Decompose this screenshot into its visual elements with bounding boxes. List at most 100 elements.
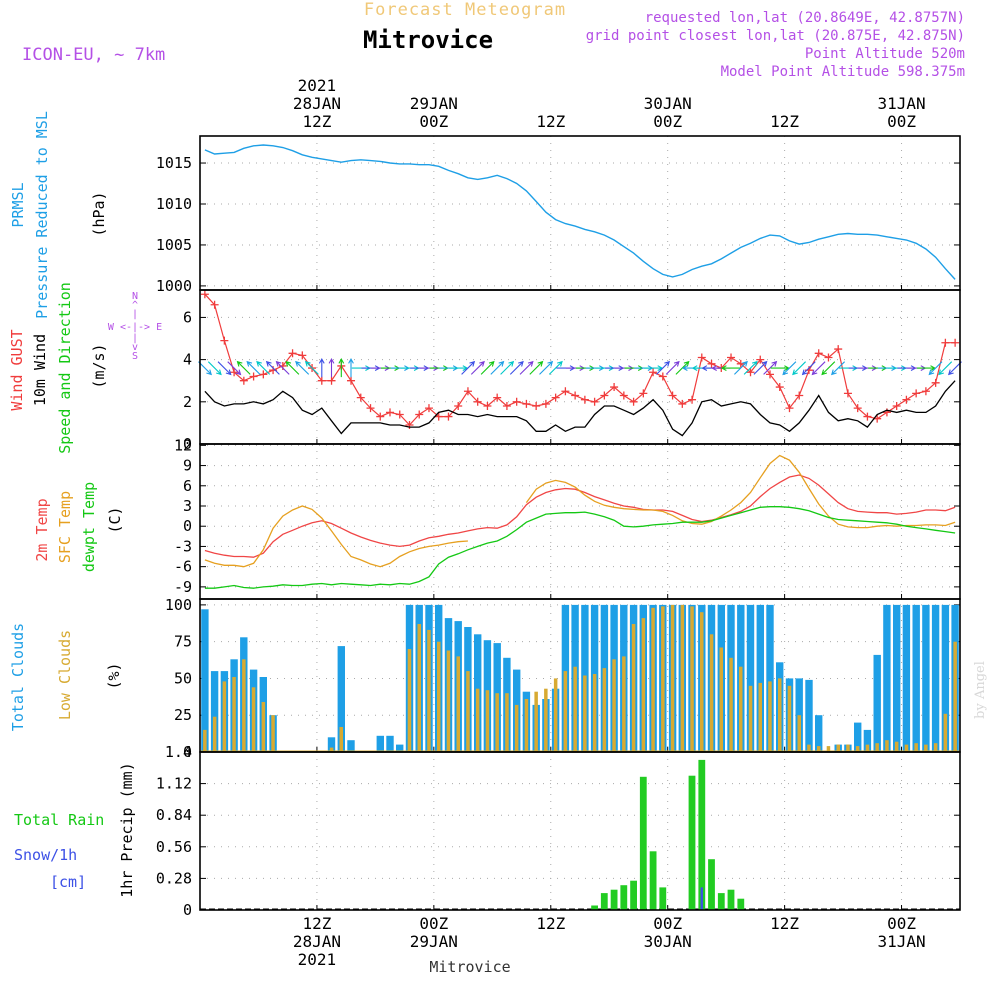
wind-direction-arrow (348, 357, 354, 378)
low-cloud-bar (437, 641, 441, 752)
wind-direction-arrow (246, 360, 261, 375)
wind-gust-marker (902, 395, 911, 404)
wind-gust-marker (551, 393, 560, 402)
wind-direction-arrow (720, 365, 740, 371)
wind-direction-arrow (928, 361, 943, 376)
compass-west-east: W <-|-> E (108, 322, 162, 333)
rain-bar (620, 885, 628, 910)
total-cloud-bar (883, 604, 891, 752)
wind-gust-marker (532, 402, 541, 411)
wind-gust-marker (892, 402, 901, 411)
low-cloud-bar (933, 743, 938, 752)
wind-gust-marker (298, 351, 307, 360)
wind-gust-marker (863, 412, 872, 421)
rain-bar (649, 851, 657, 910)
wind-gust-marker (522, 399, 531, 408)
page-title: Mitrovice (363, 26, 493, 54)
y-tick-label: 1005 (156, 236, 192, 254)
bottom-time-label: 30JAN (644, 932, 692, 951)
low-cloud-bar (904, 744, 909, 752)
clouds-label-total: Total Clouds (9, 623, 27, 731)
total-cloud-bar (815, 715, 823, 752)
y-tick-label: -3 (174, 537, 192, 555)
wind-gust-marker (288, 349, 297, 358)
wind-gust-marker (220, 336, 229, 345)
wind-direction-arrow (821, 361, 836, 376)
low-cloud-bar (670, 604, 675, 752)
wind-label-direction: Speed and Direction (56, 282, 74, 454)
low-cloud-bar (622, 656, 626, 752)
wind-direction-arrow (938, 361, 953, 376)
wind-gust-marker (327, 376, 336, 385)
low-cloud-bar (680, 604, 685, 752)
y-tick-label: 1.12 (156, 775, 192, 793)
wind-direction-arrow (490, 360, 505, 375)
precip-unit: 1hr Precip (mm) (118, 762, 136, 897)
wind-direction-arrow (665, 360, 680, 375)
total-cloud-bar (327, 737, 336, 752)
temp-unit: (C) (106, 506, 124, 533)
wind-direction-arrow (529, 360, 544, 375)
total-cloud-bar (854, 722, 862, 752)
wind-gust-marker (590, 397, 599, 406)
y-tick-label: 1.4 (165, 743, 192, 761)
wind-direction-arrow (500, 360, 515, 375)
wind-direction-arrow (265, 360, 280, 375)
total-cloud-bar (941, 604, 950, 752)
low-cloud-bar (261, 702, 266, 752)
low-cloud-bar (495, 693, 499, 752)
wind-gust-marker (775, 383, 784, 392)
rain-bar (727, 889, 735, 910)
wind-gust-marker (376, 412, 385, 421)
bottom-time-label: 12Z (302, 914, 331, 933)
pressure-label-msl: Pressure Reduced to MSL (33, 111, 51, 319)
wind-gust-marker (356, 393, 365, 402)
wind-direction-arrow (217, 361, 232, 376)
temp-label-2m: 2m Temp (33, 498, 51, 561)
low-cloud-bar (573, 666, 577, 752)
low-cloud-bar (797, 715, 801, 752)
wind-gust-marker (658, 372, 667, 381)
info-point-altitude: Point Altitude 520m (805, 46, 965, 62)
low-cloud-bar (631, 624, 636, 752)
wind-gust-marker (941, 338, 950, 347)
total-cloud-bar (922, 604, 930, 752)
wind-gust-marker (561, 387, 570, 396)
low-cloud-bar (534, 691, 538, 752)
bottom-time-label: 12Z (770, 914, 799, 933)
low-cloud-bar (329, 747, 334, 752)
low-cloud-bar (690, 606, 694, 752)
wind-gust-marker (541, 399, 550, 408)
low-cloud-bar (953, 641, 957, 752)
low-cloud-bar (583, 675, 587, 752)
low-cloud-bar (885, 740, 889, 752)
watermark: by Angel (973, 661, 988, 719)
low-cloud-bar (817, 746, 821, 752)
precip-label-snow: Snow/1h (14, 846, 77, 864)
compass-down-arrow: v (132, 342, 138, 353)
top-time-label: 12Z (770, 112, 799, 131)
info-gridpoint: grid point closest lon,lat (20.875E, 42.… (586, 28, 965, 44)
y-tick-label: 3 (183, 497, 192, 515)
total-cloud-bar (805, 679, 813, 752)
wind-gust-marker (697, 353, 706, 362)
low-cloud-bar (846, 744, 850, 752)
top-time-label: 31JAN (877, 94, 925, 113)
low-cloud-bar (943, 713, 948, 753)
temp-label-dewpt: dewpt Temp (80, 482, 98, 572)
temp-sfc-line (204, 505, 468, 568)
snow-bar (700, 887, 703, 910)
bottom-time-label: 00Z (887, 914, 916, 933)
panel-frame (199, 751, 961, 911)
y-tick-label: 50 (174, 669, 192, 687)
wind-gust-marker (239, 376, 248, 385)
wind-direction-arrow (782, 361, 797, 376)
rain-bar (698, 759, 706, 910)
low-cloud-bar (758, 682, 762, 752)
info-model-altitude: Model Point Altitude 598.375m (721, 64, 965, 80)
wind-direction-arrow (753, 360, 768, 375)
wind-direction-arrow (275, 360, 290, 375)
low-cloud-bar (719, 647, 723, 752)
wind-label-gust: Wind GUST (8, 329, 26, 410)
